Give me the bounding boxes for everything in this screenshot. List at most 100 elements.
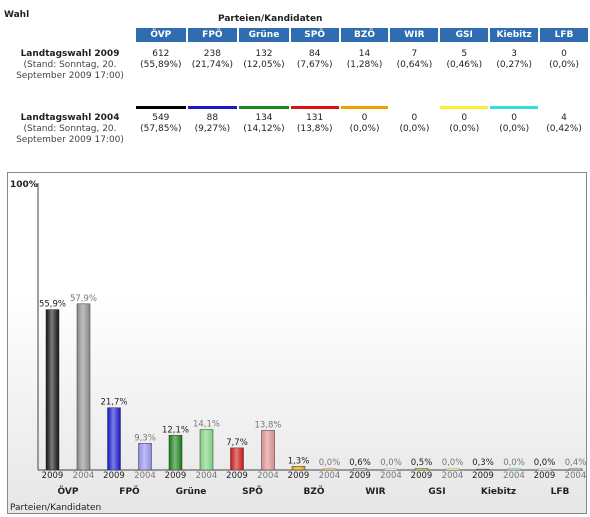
result-cell: 0 (0,0%) xyxy=(399,113,430,134)
result-cell: 5 (0,46%) xyxy=(446,49,483,70)
election-row: Landtagswahl 2004 (Stand: Sonntag, 20. Se… xyxy=(6,109,588,146)
bar-WIR-2009 xyxy=(353,468,367,471)
chart-container: 100% 55,9% 2009 57,9% 2004 ÖVP 21,7% 2009 9,3% 20… xyxy=(7,172,587,514)
bar-Kiebitz-2004 xyxy=(507,468,521,471)
bar-Grüne-2009 xyxy=(168,435,183,471)
color-stripe xyxy=(136,82,186,109)
bar-SPÖ-2009 xyxy=(230,447,244,471)
category-label: Grüne xyxy=(176,487,207,497)
data-label: 12,1% xyxy=(162,425,189,435)
bar-chart: 100% 55,9% 2009 57,9% 2004 ÖVP 21,7% 2009 9,3% 20… xyxy=(10,180,586,513)
result-cell: 0 (0,0%) xyxy=(499,113,530,134)
party-header-8: LFB xyxy=(540,28,588,42)
series-label: 2009 xyxy=(42,471,64,481)
results-table: ÖVP FPÖ Grüne SPÖ BZÖ WIR GSI Kiebitz LFB Landtag… xyxy=(4,28,590,146)
data-label: 13,8% xyxy=(254,420,281,430)
data-label: 0,0% xyxy=(503,458,525,468)
series-label: 2004 xyxy=(442,471,464,481)
bar-FPÖ-2004 xyxy=(138,443,152,471)
data-label: 55,9% xyxy=(39,300,66,310)
color-stripe xyxy=(290,82,339,109)
bar-BZÖ-2009 xyxy=(291,466,306,471)
series-label: 2009 xyxy=(165,471,187,481)
party-header-row: ÖVP FPÖ Grüne SPÖ BZÖ WIR GSI Kiebitz LFB xyxy=(6,28,588,42)
data-label: 0,0% xyxy=(319,458,341,468)
bar-WIR-2004 xyxy=(384,468,398,471)
bar-Kiebitz-2009 xyxy=(476,468,490,471)
bar-FPÖ-2009 xyxy=(107,407,121,471)
data-label: 7,7% xyxy=(226,438,248,448)
series-label: 2009 xyxy=(411,471,433,481)
bar-GSI-2004 xyxy=(445,468,460,471)
party-header-7: Kiebitz xyxy=(490,28,539,42)
series-label: 2004 xyxy=(196,471,218,481)
wahl-header: Wahl xyxy=(4,10,30,20)
data-label: 21,7% xyxy=(100,398,127,408)
election-name: Landtagswahl 2004 (Stand: Sonntag, 20. Se… xyxy=(16,113,124,145)
series-label: 2004 xyxy=(73,471,95,481)
data-label: 14,1% xyxy=(193,420,220,430)
bar-ÖVP-2004 xyxy=(76,303,91,471)
result-cell: 134 (14,12%) xyxy=(243,113,285,134)
result-cell: 4 (0,42%) xyxy=(546,113,582,134)
data-label: 9,3% xyxy=(134,433,156,443)
party-header-0: ÖVP xyxy=(136,28,186,42)
series-label: 2004 xyxy=(503,471,525,481)
category-label: ÖVP xyxy=(58,486,79,497)
category-label: LFB xyxy=(551,487,570,497)
election-name: Landtagswahl 2009 (Stand: Sonntag, 20. Se… xyxy=(16,49,124,81)
series-label: 2009 xyxy=(226,471,248,481)
category-label: GSI xyxy=(428,487,445,497)
bar-SPÖ-2004 xyxy=(261,430,275,471)
color-stripe-row xyxy=(6,82,588,109)
series-label: 2009 xyxy=(472,471,494,481)
category-label: WIR xyxy=(365,487,385,497)
series-label: 2009 xyxy=(288,471,310,481)
parteien-header: Parteien/Kandidaten xyxy=(218,14,323,24)
color-stripe xyxy=(187,82,238,109)
data-label: 57,9% xyxy=(70,294,97,304)
series-label: 2009 xyxy=(534,471,556,481)
series-label: 2004 xyxy=(380,471,402,481)
bar-LFB-2004 xyxy=(568,468,583,471)
series-label: 2004 xyxy=(565,471,586,481)
party-header-4: BZÖ xyxy=(340,28,389,42)
series-label: 2009 xyxy=(349,471,371,481)
data-label: 0,4% xyxy=(565,458,586,468)
color-stripe xyxy=(390,82,439,109)
x-axis-title: Parteien/Kandidaten xyxy=(10,503,101,513)
series-label: 2004 xyxy=(257,471,279,481)
bar-LFB-2009 xyxy=(537,468,552,471)
result-cell: 7 (0,64%) xyxy=(396,49,433,70)
data-label: 0,5% xyxy=(411,458,433,468)
result-cell: 14 (1,28%) xyxy=(346,49,383,70)
party-header-5: WIR xyxy=(390,28,439,42)
data-label: 0,0% xyxy=(534,458,556,468)
color-stripe xyxy=(340,82,389,109)
result-cell: 131 (13,8%) xyxy=(296,113,333,134)
result-cell: 3 (0,27%) xyxy=(496,49,532,70)
party-header-2: Grüne xyxy=(239,28,289,42)
result-cell: 88 (9,27%) xyxy=(194,113,231,134)
series-label: 2009 xyxy=(103,471,125,481)
category-label: SPÖ xyxy=(242,486,263,497)
y-axis-max-label: 100% xyxy=(10,180,38,190)
result-cell: 84 (7,67%) xyxy=(296,49,333,70)
party-header-1: FPÖ xyxy=(187,28,238,42)
category-label: Kiebitz xyxy=(481,487,516,497)
bar-ÖVP-2009 xyxy=(45,309,60,471)
category-label: FPÖ xyxy=(119,486,140,497)
election-row: Landtagswahl 2009 (Stand: Sonntag, 20. Se… xyxy=(6,45,588,82)
result-cell: 0 (0,0%) xyxy=(549,49,579,70)
series-label: 2004 xyxy=(319,471,341,481)
category-label: BZÖ xyxy=(303,486,324,497)
series-label: 2004 xyxy=(134,471,156,481)
result-cell: 612 (55,89%) xyxy=(140,49,182,70)
color-stripe xyxy=(490,82,539,109)
result-cell: 549 (57,85%) xyxy=(140,113,182,134)
data-label: 0,6% xyxy=(349,458,371,468)
bar-Grüne-2004 xyxy=(199,429,214,471)
party-header-3: SPÖ xyxy=(290,28,339,42)
result-cell: 132 (12,05%) xyxy=(243,49,285,70)
color-stripe xyxy=(239,82,289,109)
